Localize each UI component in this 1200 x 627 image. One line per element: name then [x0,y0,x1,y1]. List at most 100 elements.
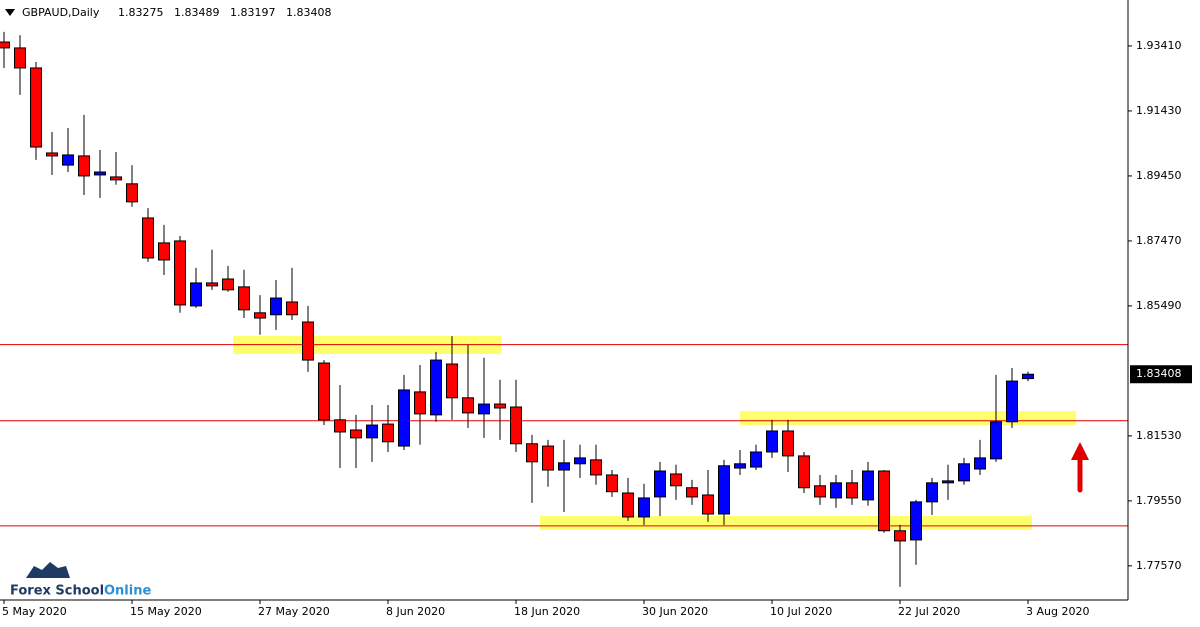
x-tick-label: 22 Jul 2020 [898,605,960,618]
candle-body [254,312,266,319]
candle-body [526,443,538,463]
candle-body [718,465,730,515]
candle-body [750,451,762,468]
candle-body [574,457,586,465]
candle-body [94,171,106,176]
candle-body [606,474,618,493]
candle-body [62,154,74,166]
candle-body [126,183,138,203]
candle-body [350,429,362,439]
candle-body [830,482,842,499]
candle-body [494,403,506,409]
logo-text-accent: Online [104,584,151,599]
candle-body [798,455,810,489]
candle-body [654,470,666,498]
current-price-label: 1.83408 [1136,367,1182,380]
candle-body [974,457,986,470]
candle-body [238,286,250,311]
candle-body [46,152,58,157]
candle-body [846,482,858,499]
candle-body [478,403,490,415]
candle-body [670,473,682,487]
support-zone [540,516,1032,530]
levels [0,344,1128,527]
candle-body [926,482,938,503]
candle-body [622,492,634,518]
candle-body [446,363,458,399]
x-tick-label: 10 Jul 2020 [770,605,832,618]
ohlc-close: 1.83408 [286,6,332,19]
ohlc-open: 1.83275 [118,6,164,19]
y-tick-label: 1.85490 [1136,299,1182,312]
x-tick-label: 8 Jun 2020 [386,605,445,618]
candle-body [1006,380,1018,423]
y-tick-label: 1.89450 [1136,169,1182,182]
ohlc-high: 1.83489 [174,6,220,19]
candle-body [78,155,90,177]
candle-body [414,391,426,415]
candle-body [910,501,922,541]
menu-triangle [5,9,15,16]
arrow [1071,442,1089,493]
breakout-zone [740,411,1076,425]
candle-body [1022,373,1034,380]
candle-body [894,530,906,542]
candle-body [286,301,298,316]
candle-body [190,282,202,307]
symbol: GBPAUD,Daily [22,6,100,19]
candle-body [542,445,554,471]
candle-body [638,497,650,518]
x-tick-label: 3 Aug 2020 [1026,605,1089,618]
candle-body [382,423,394,443]
logo-text: Forex School [10,584,104,599]
candle-body [510,406,522,445]
candle-body [782,430,794,457]
candle-body [270,297,282,316]
logo: Forex School Online [10,562,151,599]
x-tick-label: 30 Jun 2020 [642,605,708,618]
x-tick-label: 18 Jun 2020 [514,605,580,618]
candle-body [686,487,698,498]
candle-body [158,242,170,261]
candle-body [222,278,234,291]
candle-body [958,463,970,482]
candle-body [766,430,778,453]
candle-body [430,359,442,416]
ohlc-low: 1.83197 [230,6,276,19]
y-tick-label: 1.91430 [1136,104,1182,117]
candle-body [318,362,330,421]
candle-body [398,389,410,447]
candle-body [990,421,1002,460]
y-tick-label: 1.79550 [1136,494,1182,507]
current-price-box [1130,365,1192,384]
candle-body [734,463,746,469]
candle-body [206,282,218,287]
candle-body [862,470,874,501]
candle-body [814,485,826,498]
y-tick-label: 1.93410 [1136,39,1182,52]
candle-body [174,240,186,306]
candle-body [590,459,602,476]
candle-body [558,462,570,471]
y-tick-label: 1.87470 [1136,234,1182,247]
candle-body [142,217,154,259]
candle-body [366,424,378,439]
candle-body [0,41,10,49]
candle-body [462,397,474,414]
y-tick-label: 1.77570 [1136,559,1182,572]
candle-body [302,321,314,361]
candle-body [30,67,42,148]
x-tick-label: 27 May 2020 [258,605,330,618]
x-tick-label: 5 May 2020 [2,605,67,618]
candles [0,31,1034,587]
candle-body [942,480,954,484]
x-tick-label: 15 May 2020 [130,605,202,618]
y-tick-label: 1.81530 [1136,429,1182,442]
candle-body [702,494,714,515]
candle-body [14,47,26,69]
candle-body [878,470,890,532]
candle-body [334,419,346,433]
